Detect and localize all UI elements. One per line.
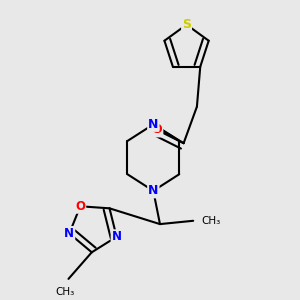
Text: N: N [64, 227, 74, 240]
Text: N: N [148, 118, 158, 131]
Text: N: N [148, 184, 158, 197]
Text: O: O [75, 200, 85, 213]
Text: S: S [182, 18, 191, 31]
Text: N: N [112, 230, 122, 243]
Text: O: O [152, 123, 162, 136]
Text: CH₃: CH₃ [202, 216, 221, 226]
Text: CH₃: CH₃ [56, 287, 75, 297]
